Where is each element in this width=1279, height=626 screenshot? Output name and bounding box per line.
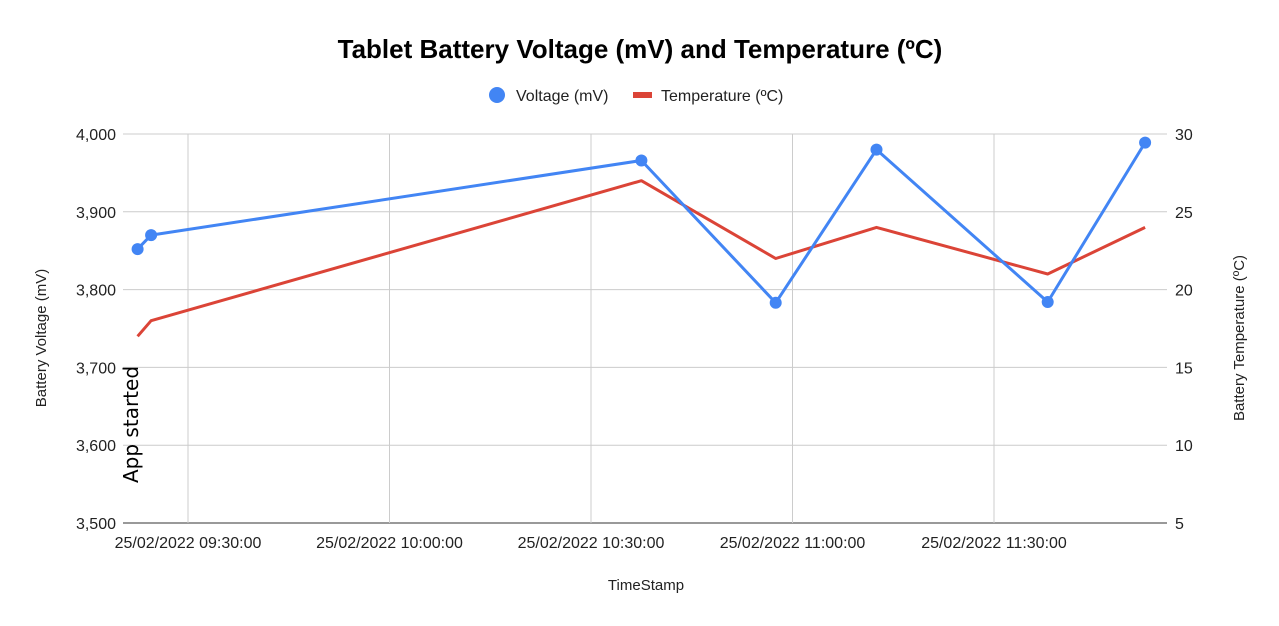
x-tick-label: 25/02/2022 09:30:00 xyxy=(115,535,262,552)
x-tick-label: 25/02/2022 11:00:00 xyxy=(720,535,866,552)
legend-voltage-label: Voltage (mV) xyxy=(516,88,608,105)
y-right-tick-label: 10 xyxy=(1175,438,1193,455)
voltage-data-point xyxy=(870,143,883,156)
voltage-data-point xyxy=(1139,136,1152,149)
legend-voltage-marker xyxy=(489,87,505,103)
voltage-data-point xyxy=(1041,296,1054,308)
voltage-data-point xyxy=(131,243,144,256)
voltage-data-point xyxy=(769,296,782,309)
y-left-tick-label: 3,500 xyxy=(76,516,116,533)
voltage-data-point xyxy=(635,154,648,167)
y-axis-right-title: Battery Temperature (ºC) xyxy=(1231,255,1248,421)
series-layer xyxy=(131,136,1152,338)
y-axis-right-ticks: 5 10 15 20 25 30 xyxy=(1175,127,1193,533)
y-right-tick-label: 30 xyxy=(1175,127,1193,144)
voltage-data-point xyxy=(145,229,158,242)
y-left-tick-label: 4,000 xyxy=(76,127,116,144)
x-tick-label: 25/02/2022 10:00:00 xyxy=(316,535,463,552)
y-axis-left-title: Battery Voltage (mV) xyxy=(33,269,50,407)
x-axis-ticks: 25/02/2022 09:30:00 25/02/2022 10:00:00 25… xyxy=(115,535,1067,552)
y-right-tick-label: 25 xyxy=(1175,205,1193,222)
app-started-annotation: App started xyxy=(119,366,143,483)
y-left-tick-label: 3,900 xyxy=(76,205,116,222)
legend-temperature-label: Temperature (ºC) xyxy=(661,88,783,105)
x-axis-title: TimeStamp xyxy=(608,577,684,594)
y-left-tick-label: 3,600 xyxy=(76,438,116,455)
y-right-tick-label: 15 xyxy=(1175,360,1193,377)
x-tick-label: 25/02/2022 10:30:00 xyxy=(518,535,665,552)
y-axis-left-ticks: 3,500 3,600 3,700 3,800 3,900 4,000 xyxy=(76,127,116,533)
legend: Voltage (mV) Temperature (ºC) xyxy=(489,87,783,105)
y-right-tick-label: 20 xyxy=(1175,283,1193,300)
y-left-tick-label: 3,700 xyxy=(76,360,116,377)
x-tick-label: 25/02/2022 11:30:00 xyxy=(921,535,1067,552)
y-right-tick-label: 5 xyxy=(1175,516,1184,533)
gridlines xyxy=(123,133,1167,524)
legend-temperature-marker xyxy=(633,92,652,98)
y-left-tick-label: 3,800 xyxy=(76,283,116,300)
temperature-series-line xyxy=(136,179,1146,338)
chart-title: Tablet Battery Voltage (mV) and Temperat… xyxy=(338,34,943,64)
